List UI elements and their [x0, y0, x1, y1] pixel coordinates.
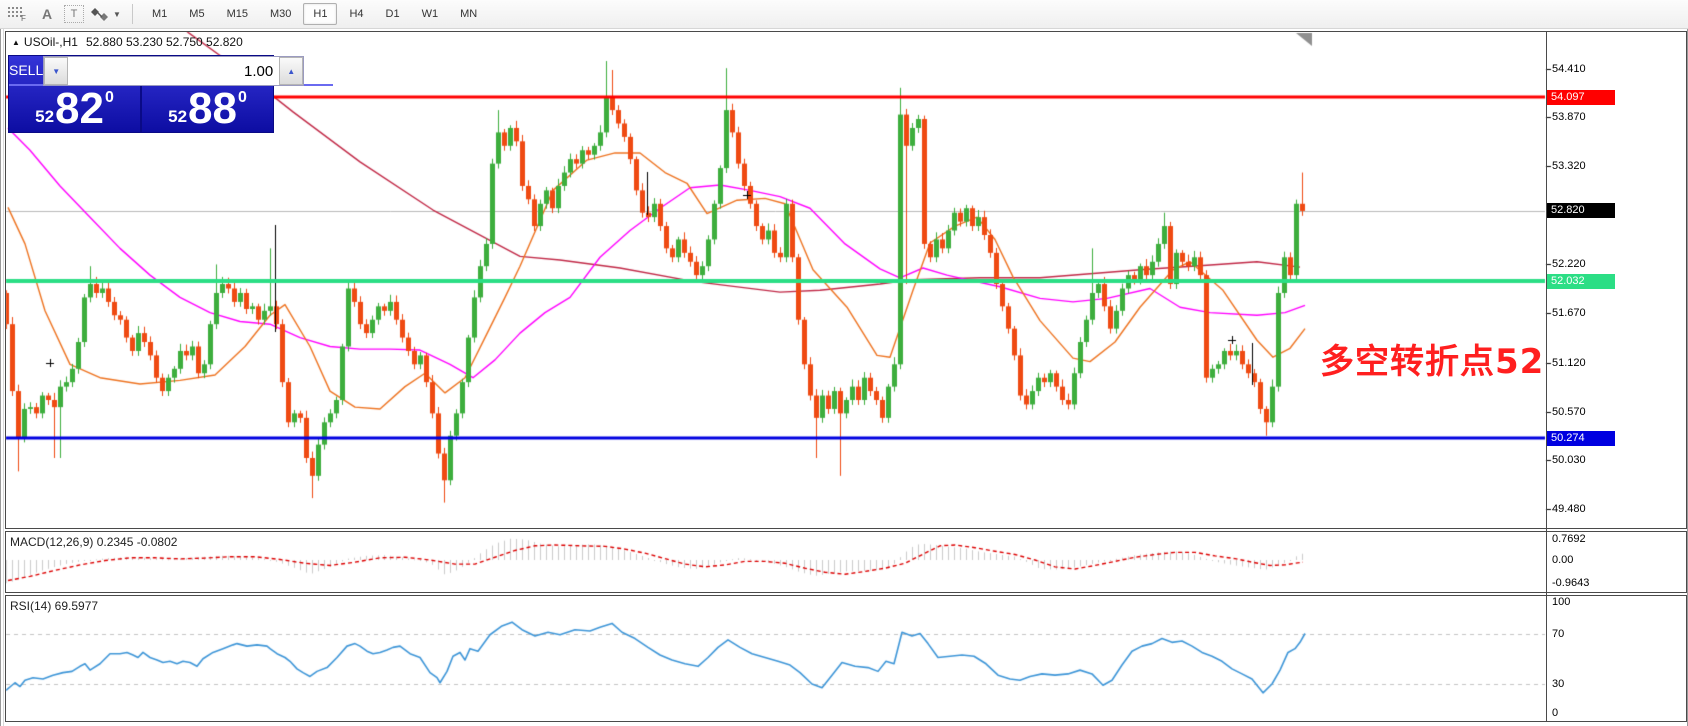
price-divider: [140, 86, 142, 132]
tf-button-m30[interactable]: M30: [269, 8, 292, 20]
ask-price-integer: 52: [168, 107, 188, 126]
rsi-label: RSI(14) 69.5977: [10, 599, 99, 613]
macd-tick-label: 0.7692: [1552, 533, 1586, 545]
chart-annotation-text: 多空转折点52: [1320, 342, 1545, 382]
ask-price-main: 88: [188, 84, 237, 133]
price-axis-separator: [1546, 31, 1547, 721]
rsi-tick-label: 70: [1552, 627, 1565, 640]
ask-price-pip: 0: [237, 89, 247, 106]
rsi-tick-label: 0: [1552, 707, 1559, 719]
price-badge-54.097: 54.097: [1547, 89, 1615, 105]
sell-button[interactable]: SELL: [9, 56, 44, 86]
price-tick-label: 54.410: [1552, 63, 1586, 76]
price-tick-label: 51.120: [1552, 356, 1586, 369]
text-label-a-icon[interactable]: A: [41, 6, 53, 22]
tf-button-m15[interactable]: M15: [226, 8, 248, 20]
grid-dots-icon: F: [8, 7, 26, 22]
bid-price-pip: 0: [104, 89, 114, 106]
toolbar: F A T ▼ M1 M5 M15 M30 H1 H4 D1 W1 MN: [0, 0, 1688, 29]
rsi-tick-label: 100: [1552, 596, 1571, 608]
tf-button-w1[interactable]: W1: [421, 8, 439, 20]
price-tick-label: 53.870: [1552, 111, 1586, 124]
ask-price[interactable]: 52 88 0: [142, 86, 273, 132]
window-left-edge-inner: [3, 0, 4, 726]
collapse-triangle-icon[interactable]: ▲: [12, 38, 20, 47]
price-tick-label: 49.480: [1552, 502, 1586, 515]
chevron-down-icon: ▼: [113, 9, 121, 19]
bid-price[interactable]: 52 82 0: [9, 86, 140, 132]
text-box-t-icon[interactable]: T: [64, 5, 84, 23]
main-chart-panel-frame: [5, 31, 1687, 529]
macd-panel-frame: [5, 531, 1687, 593]
ohlc-values: 52.880 53.230 52.750 52.820: [85, 35, 243, 49]
macd-tick-label: 0.00: [1552, 554, 1574, 566]
tf-button-mn[interactable]: MN: [460, 8, 478, 20]
symbols-icon[interactable]: ▼: [88, 3, 122, 25]
price-badge-52.032: 52.032: [1547, 273, 1615, 289]
window-left-edge: [0, 0, 1, 726]
price-tick-label: 50.570: [1552, 405, 1586, 418]
volume-increase-button[interactable]: ▲: [279, 57, 304, 85]
rsi-panel-frame: [5, 595, 1687, 722]
tf-button-d1[interactable]: D1: [385, 8, 400, 20]
toolbar-separator: [132, 4, 133, 24]
volume-decrease-button[interactable]: ▼: [44, 57, 69, 85]
tf-button-h4[interactable]: H4: [349, 8, 364, 20]
rsi-tick-label: 30: [1552, 678, 1565, 690]
price-tick-label: 52.220: [1552, 258, 1586, 271]
price-tick-label: 50.030: [1552, 453, 1586, 466]
price-tick-label: 53.320: [1552, 160, 1586, 173]
one-click-trading-panel: SELL ▼ ▲ BUY 52 82 0 52 88 0: [8, 55, 334, 133]
tf-button-h1[interactable]: H1: [303, 3, 338, 25]
chart-header: ▲ USOil-,H1 52.880 53.230 52.750 52.820: [12, 35, 243, 49]
price-tick-label: 51.670: [1552, 307, 1586, 320]
diamond-arrows-icon: [91, 8, 109, 21]
tf-button-m5[interactable]: M5: [189, 8, 205, 20]
macd-tick-label: -0.9643: [1552, 577, 1590, 589]
price-badge-50.274: 50.274: [1547, 430, 1615, 446]
bid-price-integer: 52: [35, 107, 55, 126]
tf-button-m1[interactable]: M1: [152, 8, 168, 20]
bid-price-main: 82: [55, 84, 104, 133]
svg-text:F: F: [21, 14, 26, 22]
volume-input[interactable]: [68, 57, 280, 85]
buy-button[interactable]: BUY: [304, 56, 334, 86]
price-badge-52.820: 52.820: [1547, 203, 1615, 219]
grid-template-icon[interactable]: F: [4, 3, 30, 25]
symbol-period-label: USOil-,H1: [23, 35, 78, 49]
macd-label: MACD(12,26,9) 0.2345 -0.0802: [10, 535, 178, 549]
volume-spinner: ▼ ▲: [43, 56, 305, 86]
